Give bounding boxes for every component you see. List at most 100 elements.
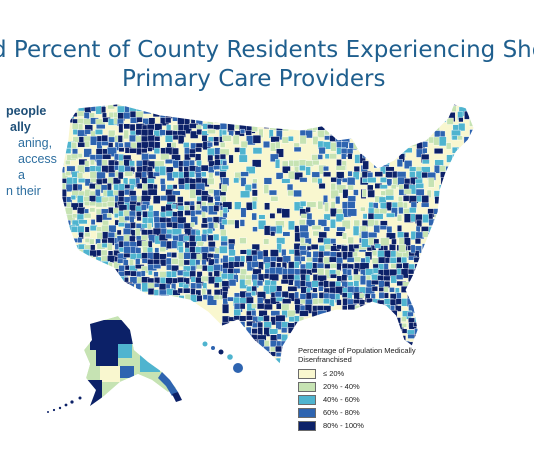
county-cell — [433, 104, 441, 109]
county-cell — [409, 171, 416, 178]
county-cell — [426, 189, 432, 198]
county-cell — [335, 322, 343, 328]
county-cell — [396, 159, 403, 168]
county-cell — [390, 315, 397, 325]
county-cell — [227, 334, 238, 341]
county-cell — [233, 111, 239, 122]
county-cell — [306, 118, 313, 128]
county-cell — [317, 322, 325, 330]
county-cell — [409, 111, 420, 122]
county-cell — [252, 351, 263, 358]
county-cell — [96, 124, 106, 130]
county-cell — [444, 231, 453, 238]
county-cell — [183, 142, 190, 148]
county-cell — [107, 291, 117, 298]
county-cell — [318, 231, 327, 239]
county-cell — [196, 128, 203, 136]
county-cell — [142, 104, 151, 107]
county-cell — [306, 328, 317, 337]
county-cell — [129, 148, 138, 154]
county-cell — [475, 119, 481, 124]
county-cell — [263, 238, 270, 245]
county-cell — [140, 270, 146, 277]
county-cell — [439, 232, 448, 241]
county-cell — [64, 243, 72, 253]
county-cell — [371, 335, 380, 342]
county-cell — [457, 195, 466, 203]
county-cell — [141, 177, 148, 184]
county-cell — [202, 105, 211, 115]
county-cell — [89, 238, 95, 245]
county-cell — [240, 190, 251, 198]
county-cell — [257, 117, 264, 123]
county-cell — [386, 104, 392, 107]
county-cell — [90, 177, 98, 183]
county-cell — [373, 213, 384, 220]
county-cell — [354, 323, 364, 332]
county-cell — [222, 303, 230, 314]
county-cell — [72, 261, 79, 271]
county-cell — [317, 200, 324, 210]
county-cell — [221, 363, 228, 364]
county-cell — [404, 136, 414, 144]
county-cell — [195, 106, 205, 114]
county-cell — [439, 214, 449, 221]
county-cell — [367, 177, 377, 184]
county-cell — [258, 351, 268, 360]
county-cell — [391, 118, 401, 128]
county-cell — [221, 344, 232, 352]
county-cell — [62, 182, 66, 190]
county-cell — [240, 207, 247, 218]
county-cell — [118, 295, 125, 305]
county-cell — [335, 196, 341, 205]
county-cell — [90, 219, 96, 225]
county-cell — [233, 177, 240, 184]
county-cell — [228, 249, 236, 257]
county-cell — [330, 189, 339, 199]
county-cell — [384, 257, 390, 264]
county-cell — [422, 214, 430, 223]
county-cell — [378, 323, 388, 334]
county-cell — [232, 333, 241, 340]
county-cell — [108, 297, 115, 307]
county-cell — [268, 273, 279, 281]
county-cell — [275, 141, 281, 149]
county-cell — [470, 165, 474, 176]
county-cell — [153, 271, 159, 277]
county-cell — [146, 178, 155, 184]
county-cell — [152, 195, 161, 204]
county-cell — [166, 106, 177, 114]
county-cell — [458, 189, 467, 199]
county-cell — [386, 212, 396, 218]
county-cell — [452, 177, 463, 188]
county-cell — [221, 184, 228, 192]
county-cell — [317, 112, 325, 121]
county-cell — [398, 124, 406, 131]
county-cell — [420, 117, 426, 127]
county-cell — [101, 178, 108, 184]
county-cell — [305, 166, 311, 176]
county-cell — [200, 164, 209, 172]
county-cell — [330, 177, 338, 183]
county-cell — [263, 273, 270, 280]
county-cell — [463, 238, 472, 245]
county-cell — [201, 135, 208, 142]
county-cell — [208, 112, 214, 118]
title-line-1: d Percent of County Residents Experienci… — [0, 37, 534, 63]
county-cell — [293, 160, 300, 168]
county-cell — [352, 310, 359, 320]
county-cell — [469, 201, 474, 212]
county-cell — [62, 262, 68, 269]
county-cell — [123, 129, 129, 140]
county-cell — [391, 141, 398, 150]
county-cell — [318, 104, 327, 107]
county-cell — [312, 160, 320, 166]
county-cell — [245, 130, 252, 136]
county-cell — [78, 298, 88, 308]
county-cell — [268, 328, 279, 335]
county-cell — [372, 328, 380, 338]
county-cell — [360, 310, 370, 316]
county-cell — [348, 322, 358, 328]
county-cell — [66, 274, 71, 284]
county-cell — [89, 207, 96, 213]
